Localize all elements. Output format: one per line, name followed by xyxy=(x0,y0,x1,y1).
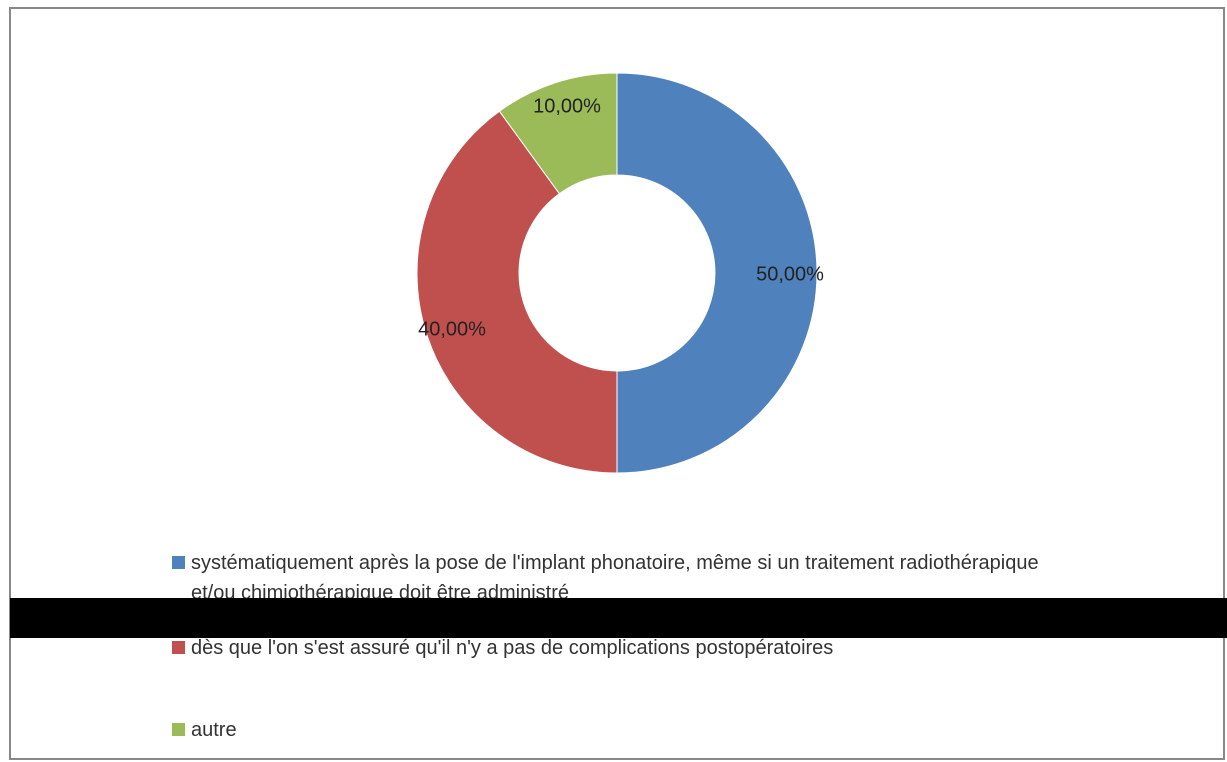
donut-segment xyxy=(498,72,618,195)
legend-item: dès que l'on s'est assuré qu'il n'y a pa… xyxy=(172,633,1082,663)
data-label: 50,00% xyxy=(756,263,824,285)
data-label: 10,00% xyxy=(533,95,601,117)
legend-label: dès que l'on s'est assuré qu'il n'y a pa… xyxy=(191,637,834,659)
legend-swatch xyxy=(172,641,185,654)
donut-segment xyxy=(416,110,618,474)
frame xyxy=(9,7,1225,760)
render-artifact xyxy=(10,598,1227,638)
legend-item: autre xyxy=(172,715,1082,745)
donut-segment xyxy=(616,72,818,474)
data-label: 40,00% xyxy=(418,318,486,340)
legend-swatch xyxy=(172,723,185,736)
legend-swatch xyxy=(172,556,185,569)
legend-label: autre xyxy=(191,719,237,741)
